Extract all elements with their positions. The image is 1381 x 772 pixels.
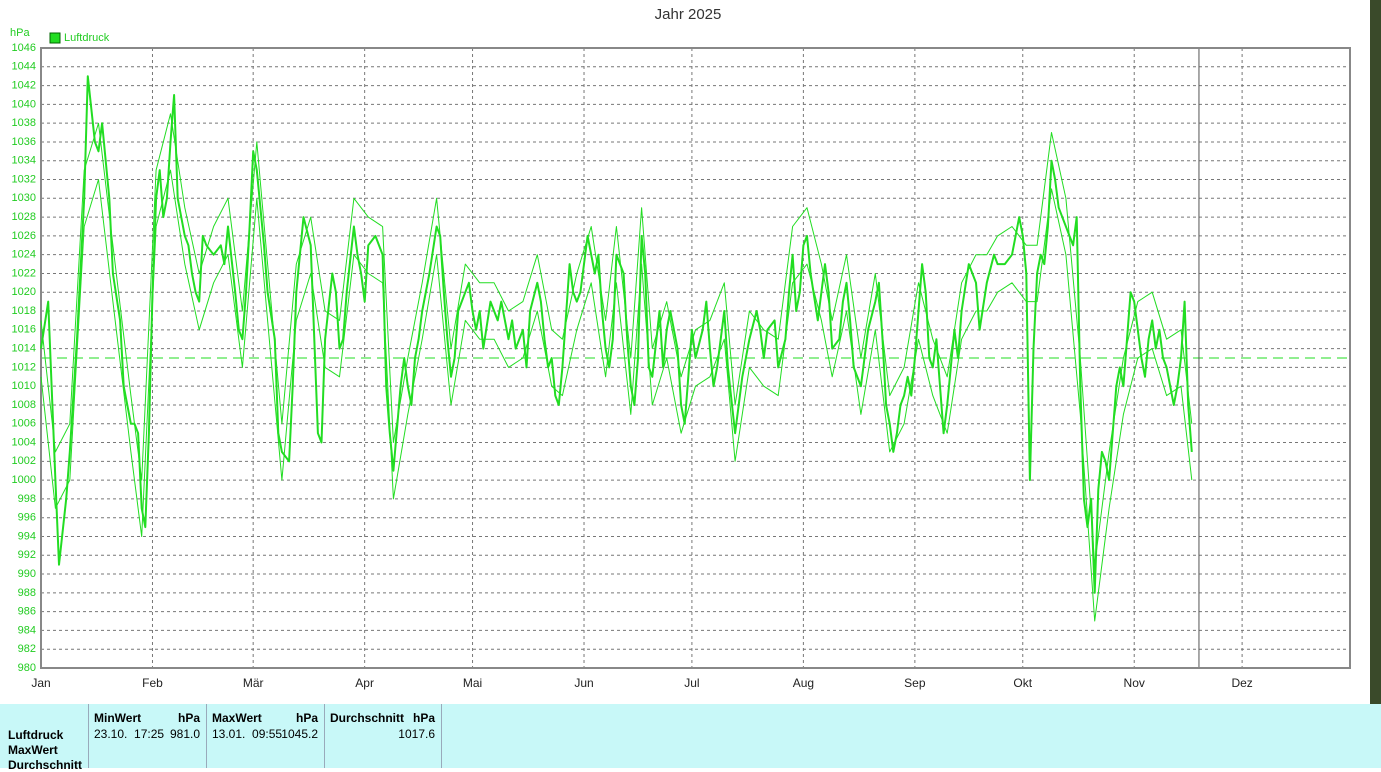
y-unit: hPa [10, 27, 30, 39]
y-tick-label: 1040 [12, 98, 36, 110]
x-tick-label: Jul [684, 676, 699, 690]
y-tick-label: 988 [18, 587, 36, 599]
column-header: MaxWert [212, 711, 262, 725]
column-divider [324, 704, 442, 768]
y-tick-label: 982 [18, 643, 36, 655]
x-tick-label: Apr [355, 676, 374, 690]
y-tick-label: 980 [18, 662, 36, 674]
edge-strip [1370, 0, 1381, 704]
y-tick-label: 1026 [12, 230, 36, 242]
row-label: Luftdruck [8, 728, 64, 742]
y-tick-label: 1044 [12, 61, 36, 73]
x-tick-label: Mai [463, 676, 482, 690]
y-tick-label: 1018 [12, 305, 36, 317]
x-tick-label: Mär [243, 676, 264, 690]
column-header: Durchschnitt [330, 711, 405, 725]
legend-swatch [49, 32, 61, 44]
cell-date: 23.10. 17:25 [94, 727, 165, 741]
y-tick-label: 1032 [12, 173, 36, 185]
y-tick-label: 984 [18, 624, 36, 636]
y-tick-label: 1036 [12, 136, 36, 148]
series-line [40, 169, 1193, 622]
x-tick-label: Sep [904, 676, 926, 690]
x-tick-label: Okt [1013, 676, 1032, 690]
series-line [40, 75, 1193, 594]
y-tick-label: 1006 [12, 418, 36, 430]
column-unit: hPa [295, 711, 318, 725]
x-tick-label: Jun [574, 676, 593, 690]
y-tick-label: 1000 [12, 474, 36, 486]
cell-value: 1017.6 [398, 727, 435, 741]
x-tick-label: Nov [1124, 676, 1145, 690]
plot-frame [40, 47, 1351, 669]
y-tick-label: 994 [18, 530, 36, 542]
column-divider [0, 704, 89, 768]
y-tick-label: 1010 [12, 380, 36, 392]
y-tick-label: 990 [18, 568, 36, 580]
y-tick-label: 1014 [12, 343, 36, 355]
chart-title: Jahr 2025 [655, 6, 722, 23]
y-tick-label: 1042 [12, 79, 36, 91]
column-divider [206, 704, 325, 768]
column-header: MinWert [94, 711, 142, 725]
column-unit: hPa [177, 711, 200, 725]
cell-value: 1045.2 [281, 727, 318, 741]
column-unit: hPa [412, 711, 435, 725]
row-label: Durchschnitt [8, 758, 83, 772]
y-tick-label: 1028 [12, 211, 36, 223]
x-tick-label: Aug [793, 676, 814, 690]
cell-value: 981.0 [169, 727, 200, 741]
y-tick-label: 1004 [12, 436, 36, 448]
legend-label: Luftdruck [64, 32, 110, 44]
y-tick-label: 1046 [12, 42, 36, 54]
chart: Jahr 2025 hPa 980 982 984 986 988 990 992 994 99… [10, 0, 1381, 704]
y-tick-label: 1002 [12, 455, 36, 467]
row-label: MaxWert [8, 743, 58, 757]
y-tick-label: 1022 [12, 267, 36, 279]
y-tick-label: 1038 [12, 117, 36, 129]
y-tick-label: 1024 [12, 249, 36, 261]
x-tick-label: Dez [1231, 676, 1252, 690]
y-tick-label: 996 [18, 512, 36, 524]
cell-date: 13.01. 09:55 [212, 727, 283, 741]
y-tick-label: 998 [18, 493, 36, 505]
y-tick-label: 1008 [12, 399, 36, 411]
stats-table: Luftdruck MaxWert Durchschnitt MinWert hPa Ma… [0, 704, 1381, 772]
y-tick-label: 992 [18, 549, 36, 561]
x-tick-label: Jan [31, 676, 50, 690]
y-tick-label: 1016 [12, 324, 36, 336]
series-line [40, 113, 1193, 566]
y-tick-label: 1012 [12, 361, 36, 373]
x-tick-label: Feb [142, 676, 163, 690]
column-divider [88, 704, 207, 768]
y-tick-label: 1034 [12, 155, 36, 167]
y-tick-label: 1020 [12, 286, 36, 298]
y-tick-label: 1030 [12, 192, 36, 204]
y-tick-label: 986 [18, 606, 36, 618]
